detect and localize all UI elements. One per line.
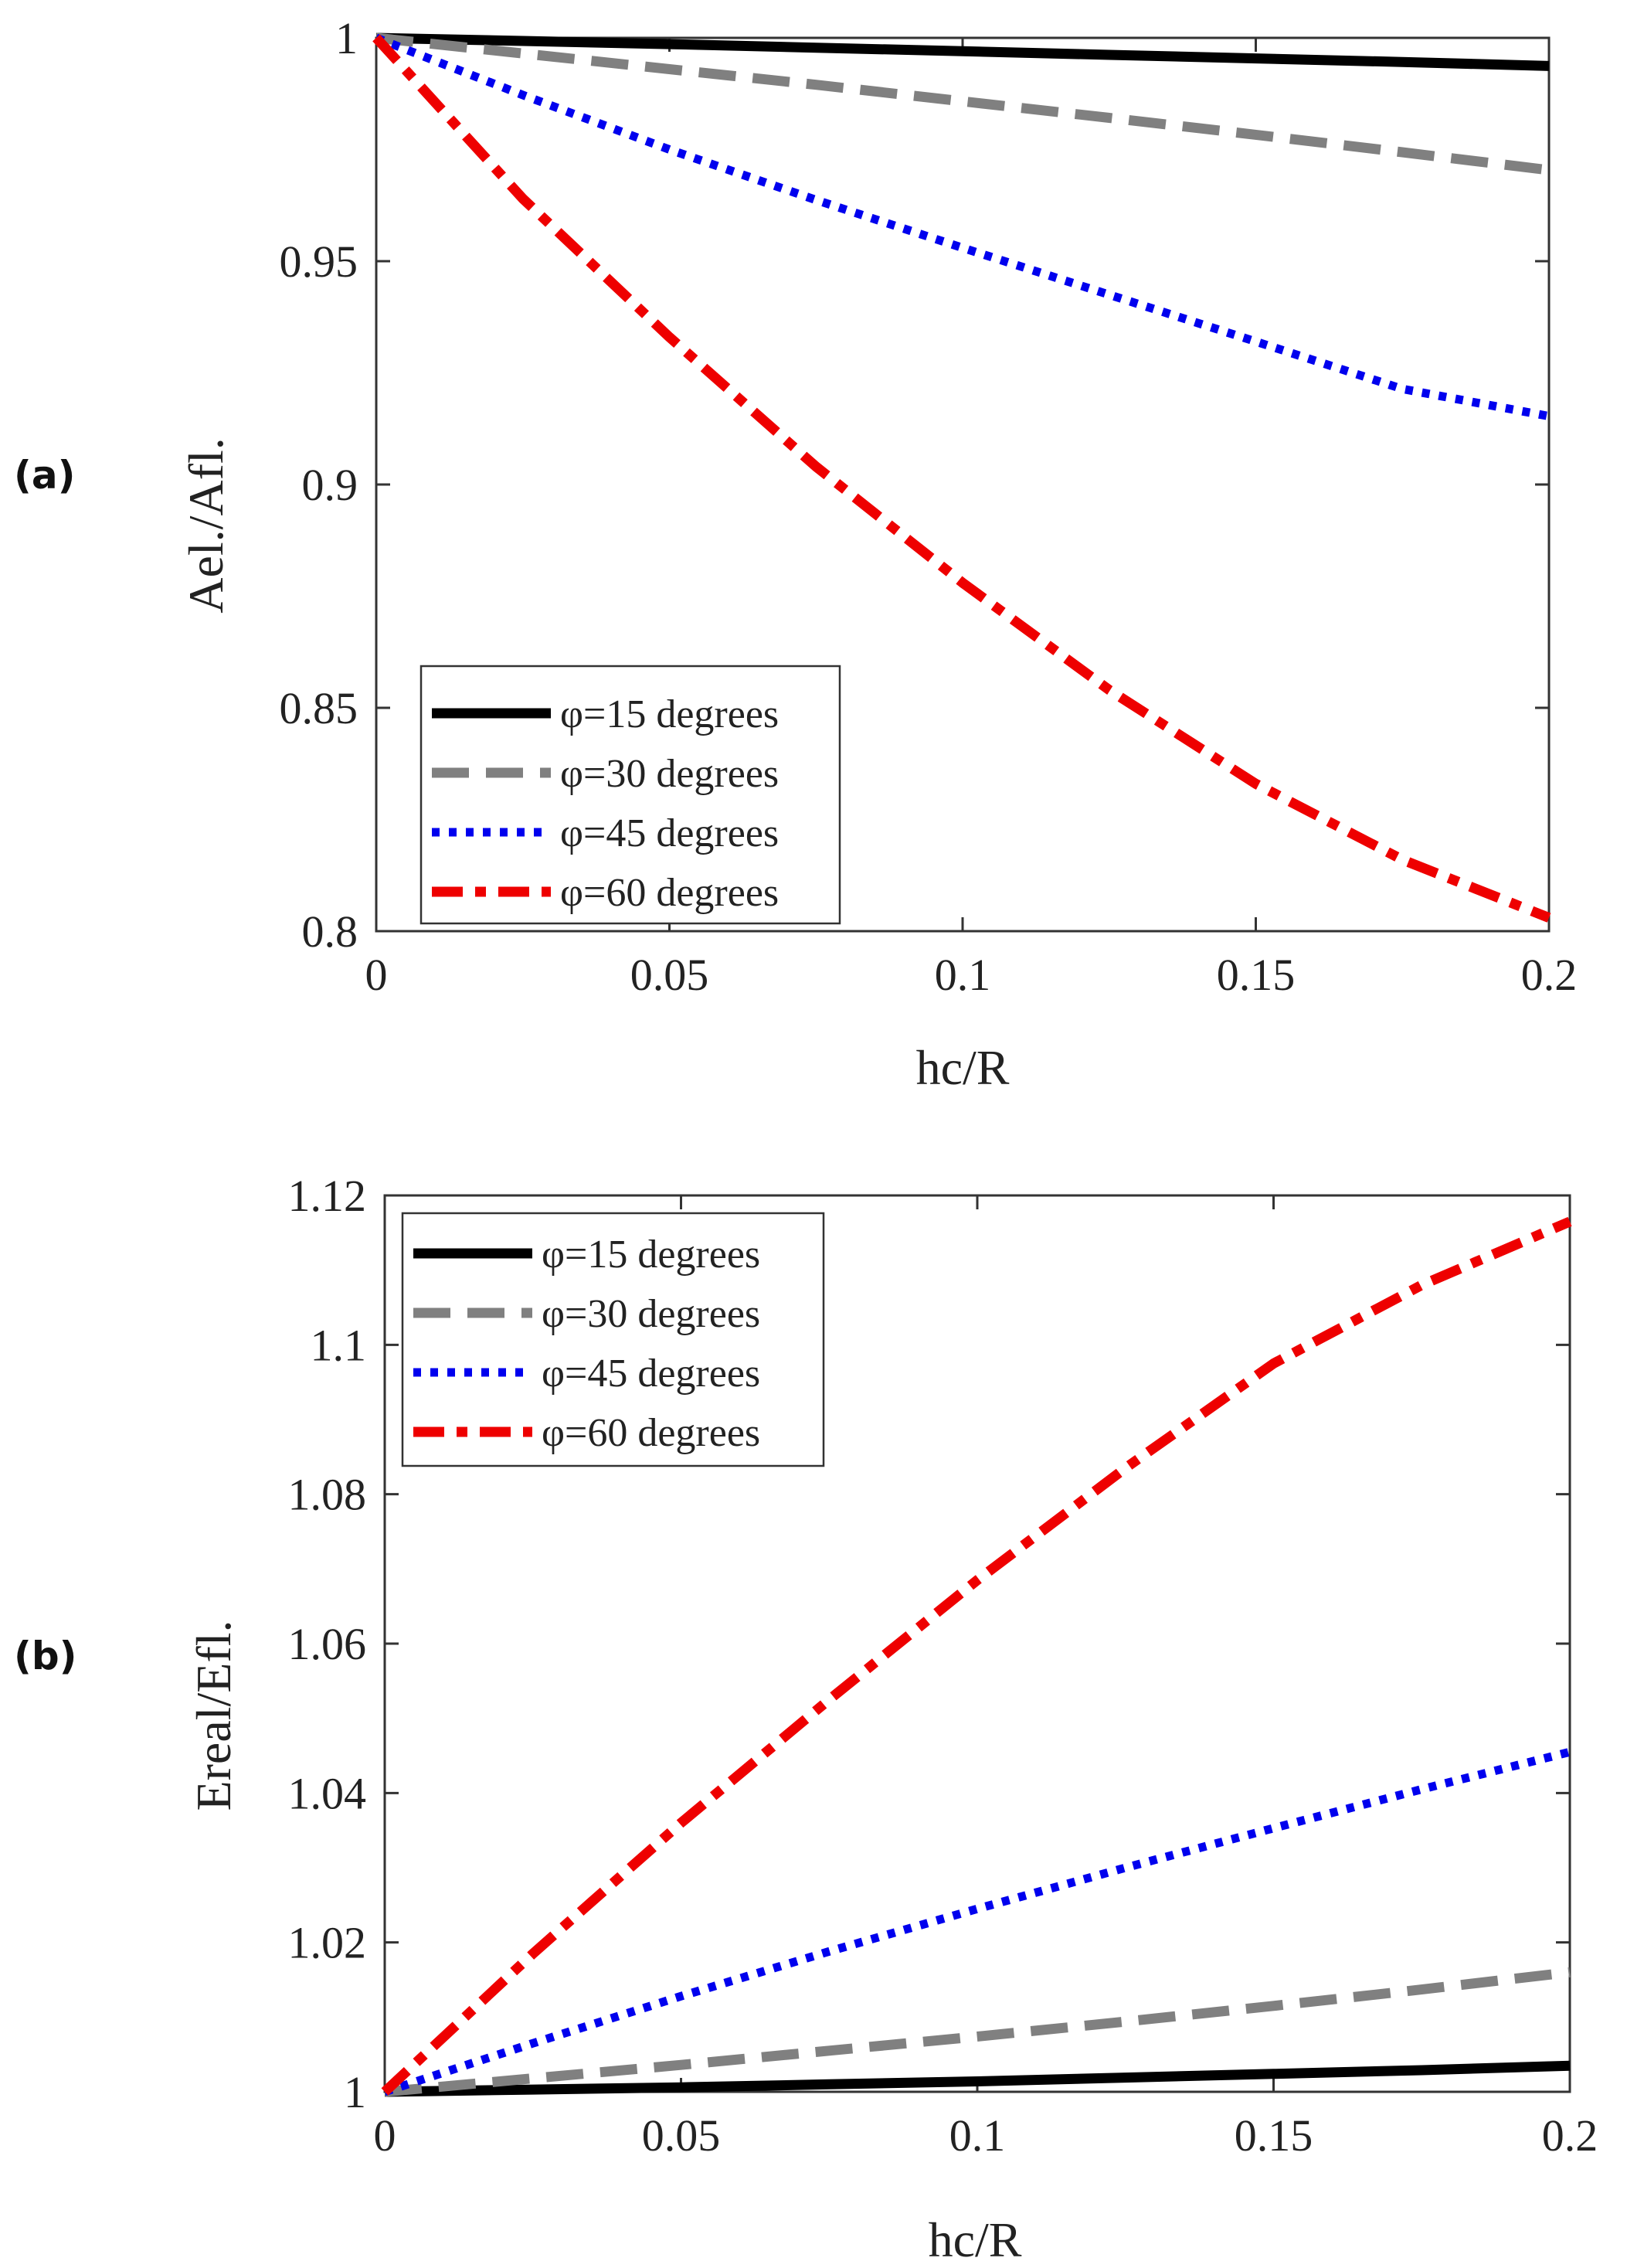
series-line (375, 32, 1550, 71)
y-tick-label: 1.04 (288, 1768, 367, 1818)
plot-area-b: 0 0.05 0.1 0.15 0.2 1 1.02 1.04 1.06 1.08 1.1 1.12 φ… (288, 1171, 1598, 2161)
series-line (383, 1747, 1571, 2096)
y-tick-label: 1.12 (288, 1171, 367, 1221)
y-tick-label: 1 (344, 2067, 366, 2117)
y-tick-label: 1.08 (288, 1470, 367, 1520)
x-tick-label: 0.2 (1521, 950, 1578, 1000)
legend-label: φ=45 degrees (560, 811, 779, 855)
x-tick-label: 0 (374, 2110, 396, 2161)
y-tick-label: 1.02 (288, 1918, 367, 1968)
y-tick-label: 1.1 (311, 1320, 367, 1370)
panel-label-a: (a) (14, 453, 75, 498)
x-tick-label: 0.15 (1235, 2110, 1313, 2161)
y-tick-label: 0.95 (280, 236, 358, 287)
legend-label: φ=60 degrees (542, 1411, 760, 1455)
y-tick-label: 0.8 (302, 906, 358, 957)
series-line (375, 32, 1550, 175)
legend-b: φ=15 degrees φ=30 degrees φ=45 degrees φ=60… (401, 1212, 825, 1467)
series-line (375, 33, 1551, 421)
y-tick-label: 0.9 (302, 460, 358, 510)
x-tick-label: 0.1 (935, 950, 991, 1000)
legend-label: φ=45 degrees (542, 1352, 760, 1396)
legend-a: φ=15 degrees φ=30 degrees φ=45 degrees φ=60… (419, 665, 841, 925)
plot-area-a: 0 0.05 0.1 0.15 0.2 0.8 0.85 0.9 0.95 1 φ=15 degre… (280, 13, 1578, 1000)
chart-panel-b: (b) Ereal/Efl. hc/R 0 0.05 0.1 0.15 0.2 1 1.02… (14, 1171, 1598, 2267)
series-line (384, 1967, 1571, 2097)
y-tick-label: 1.06 (288, 1619, 367, 1669)
y-axis-label-a: Ael./Afl. (178, 437, 233, 614)
x-tick-label: 0.1 (949, 2110, 1006, 2161)
y-axis-label-b: Ereal/Efl. (186, 1620, 241, 1811)
legend-label: φ=15 degrees (542, 1233, 760, 1277)
legend-label: φ=30 degrees (542, 1292, 760, 1336)
x-tick-label: 0.15 (1217, 950, 1296, 1000)
series-line (381, 1216, 1572, 2096)
panel-label-b: (b) (14, 1634, 77, 1678)
x-axis-label-b: hc/R (929, 2212, 1022, 2267)
x-tick-label: 0.05 (630, 950, 709, 1000)
y-tick-label: 0.85 (280, 683, 358, 733)
chart-panel-a: (a) Ael./Afl. hc/R 0 0.05 0.1 0.15 0.2 0.8 0.8… (14, 13, 1577, 1095)
legend-label: φ=30 degrees (560, 752, 779, 796)
series-line (384, 2060, 1571, 2097)
legend-label: φ=15 degrees (560, 692, 779, 736)
x-tick-label: 0.05 (642, 2110, 721, 2161)
x-tick-label: 0 (365, 950, 388, 1000)
x-tick-label: 0.2 (1542, 2110, 1598, 2161)
legend-label: φ=60 degrees (560, 871, 779, 915)
x-axis-label-a: hc/R (916, 1040, 1010, 1095)
series-line (372, 34, 1551, 923)
y-tick-label: 1 (335, 13, 358, 63)
